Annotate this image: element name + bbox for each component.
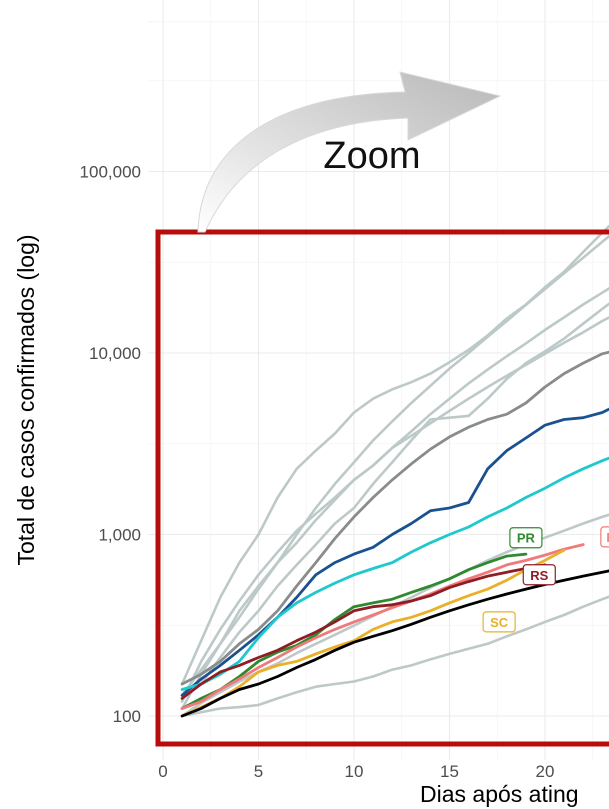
- series-line-4: [180, 316, 609, 710]
- x-tick-label: 10: [345, 762, 364, 781]
- y-tick-label: 10,000: [89, 344, 141, 363]
- series-tag-box-2: [522, 564, 556, 586]
- series-tag-rs: RS: [530, 568, 548, 583]
- series-line-3: [180, 302, 609, 691]
- y-tick-label: 100,000: [80, 163, 141, 182]
- series-labels: PR M RS SC: [482, 526, 609, 633]
- zoom-box: [155, 229, 609, 747]
- zoom-arrow-icon: [197, 71, 502, 233]
- series-line-9: [180, 456, 609, 691]
- series-line-1: [180, 234, 609, 697]
- series-line-7: [180, 350, 609, 686]
- series-group: [180, 224, 609, 718]
- series-line-pr: [180, 552, 528, 710]
- series-tag-box-3: [482, 611, 516, 633]
- series-tag-box-1: [600, 526, 609, 548]
- zoom-label: Zoom: [323, 135, 420, 177]
- series-line-2: [180, 286, 609, 703]
- x-tick-label: 0: [158, 762, 167, 781]
- x-axis-title: Dias após ating: [420, 781, 579, 807]
- series-line-8: [180, 407, 609, 697]
- x-tick-label: 15: [440, 762, 459, 781]
- y-axis-ticks: 100 1,000 10,000 100,000: [80, 163, 141, 727]
- series-tag-sc: SC: [490, 615, 509, 630]
- series-tag-pr: PR: [517, 531, 536, 546]
- series-line-0: [180, 224, 609, 686]
- series-line-rs: [180, 563, 547, 700]
- series-line-sc: [180, 548, 566, 718]
- x-axis-ticks: 0 5 10 15 20: [158, 762, 554, 781]
- grid: [148, 0, 609, 760]
- series-tag-box-0: [509, 527, 543, 549]
- y-axis-title: Total de casos confirmados (log): [13, 234, 39, 565]
- y-tick-label: 100: [113, 707, 141, 726]
- x-tick-label: 20: [536, 762, 555, 781]
- series-line-6: [180, 595, 609, 718]
- series-line-mg: [180, 543, 585, 710]
- x-tick-label: 5: [254, 762, 263, 781]
- y-tick-label: 1,000: [98, 526, 141, 545]
- series-tag-m: M: [606, 530, 609, 545]
